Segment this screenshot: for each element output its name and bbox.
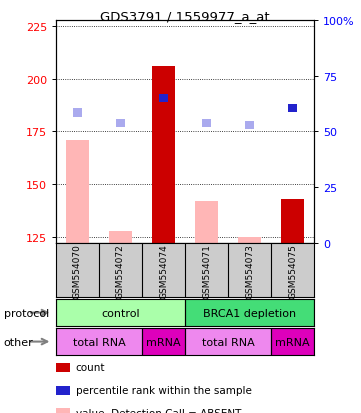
Text: percentile rank within the sample: percentile rank within the sample — [76, 385, 252, 395]
Text: value, Detection Call = ABSENT: value, Detection Call = ABSENT — [76, 408, 241, 413]
Bar — [152, 67, 175, 244]
Text: total RNA: total RNA — [73, 337, 125, 347]
Bar — [202, 119, 211, 128]
Bar — [288, 105, 297, 113]
Text: GSM554075: GSM554075 — [288, 243, 297, 298]
Bar — [185, 299, 314, 326]
Text: control: control — [101, 308, 140, 318]
Text: GDS3791 / 1559977_a_at: GDS3791 / 1559977_a_at — [100, 10, 270, 23]
Bar — [238, 237, 261, 244]
Text: GSM554072: GSM554072 — [116, 243, 125, 298]
Text: other: other — [4, 337, 33, 347]
Text: total RNA: total RNA — [202, 337, 255, 347]
Bar — [271, 328, 314, 355]
Text: protocol: protocol — [4, 308, 49, 318]
Bar — [56, 328, 142, 355]
Bar — [245, 122, 254, 130]
Bar — [56, 299, 185, 326]
Text: mRNA: mRNA — [275, 337, 310, 347]
Bar — [66, 140, 89, 244]
Text: GSM554071: GSM554071 — [202, 243, 211, 298]
Bar — [281, 199, 304, 244]
Bar — [185, 328, 271, 355]
Bar — [109, 231, 132, 244]
Bar — [116, 119, 125, 128]
Text: GSM554070: GSM554070 — [73, 243, 82, 298]
Bar — [195, 202, 218, 244]
Text: count: count — [76, 363, 105, 373]
Text: BRCA1 depletion: BRCA1 depletion — [203, 308, 296, 318]
Text: GSM554073: GSM554073 — [245, 243, 254, 298]
Bar — [142, 328, 185, 355]
Bar — [281, 199, 304, 244]
Text: mRNA: mRNA — [146, 337, 181, 347]
Bar — [159, 94, 168, 103]
Text: GSM554074: GSM554074 — [159, 243, 168, 298]
Bar — [73, 109, 82, 117]
